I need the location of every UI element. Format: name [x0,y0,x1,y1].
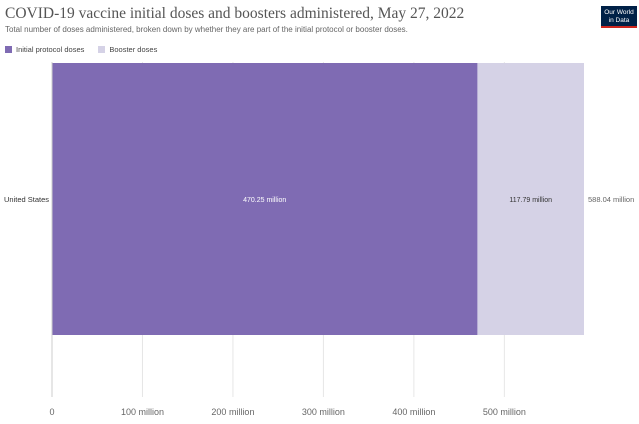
bar-booster-0[interactable] [477,63,584,335]
logo-line-2: in Data [608,16,630,24]
legend-label-booster: Booster doses [109,45,158,54]
x-tick-label-300: 300 million [302,407,345,417]
x-tick-label-100: 100 million [121,407,164,417]
bar-value-label-booster: 117.79 million [509,197,552,204]
bar-value-label-initial: 470.25 million [243,197,286,204]
category-label: United States [4,195,49,204]
legend-item-initial[interactable]: Initial protocol doses [5,45,84,54]
chart-title: COVID-19 vaccine initial doses and boost… [5,5,465,22]
chart-subtitle: Total number of doses administered, brok… [5,25,408,34]
x-tick-label-0: 0 [49,407,54,417]
x-tick-label-200: 200 million [211,407,254,417]
legend-swatch-initial [5,46,12,53]
x-tick-label-400: 400 million [392,407,435,417]
legend-swatch-booster [98,46,106,53]
logo-line-1: Our World [604,9,634,16]
legend-item-booster[interactable]: Booster doses [98,45,157,54]
x-tick-label-500: 500 million [483,407,526,417]
data-labels: 470.25 million 117.79 million 588.04 milli… [4,195,634,204]
total-label: 588.04 million [588,195,634,204]
legend: Initial protocol doses Booster doses [5,45,171,54]
bars [52,63,584,335]
bar-initial-0[interactable] [52,63,478,335]
owid-logo[interactable]: Our World in Data [601,6,637,28]
x-tick-labels: 0 100 million 200 million 300 million 400 mi… [49,407,525,417]
legend-label-initial: Initial protocol doses [16,45,85,54]
